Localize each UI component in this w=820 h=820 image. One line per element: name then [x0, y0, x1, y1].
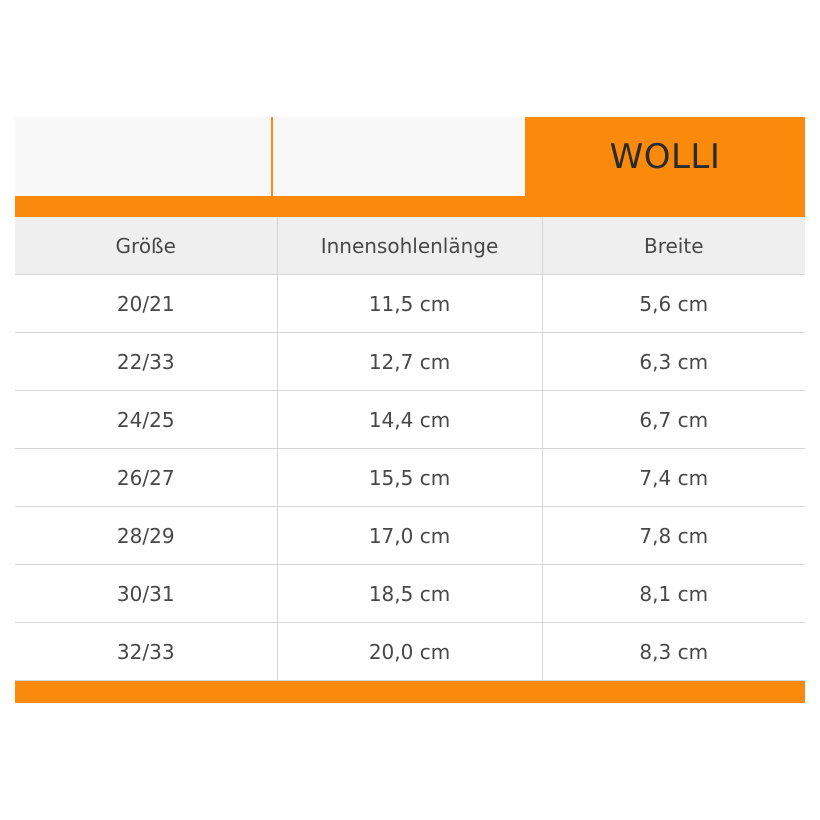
- cell-insole-length: 18,5 cm: [277, 564, 543, 623]
- orange-band-bottom: [15, 681, 805, 703]
- cell-width: 5,6 cm: [542, 274, 805, 333]
- table-row: 26/27 15,5 cm 7,4 cm: [15, 448, 805, 507]
- table-row: 28/29 17,0 cm 7,8 cm: [15, 506, 805, 565]
- cell-width: 6,7 cm: [542, 390, 805, 449]
- cell-size: 32/33: [15, 622, 278, 681]
- top-middle-blank-cell: [273, 117, 525, 196]
- cell-width: 7,8 cm: [542, 506, 805, 565]
- table-row: 24/25 14,4 cm 6,7 cm: [15, 390, 805, 449]
- brand-title: WOLLI: [525, 117, 805, 196]
- header-row: Größe Innensohlenlänge Breite: [15, 217, 805, 275]
- size-table: Größe Innensohlenlänge Breite 20/21 11,5 …: [15, 217, 805, 681]
- header-insole-length: Innensohlenlänge: [277, 217, 543, 275]
- cell-insole-length: 15,5 cm: [277, 448, 543, 507]
- cell-insole-length: 12,7 cm: [277, 332, 543, 391]
- orange-band-top: [15, 196, 805, 217]
- cell-insole-length: 17,0 cm: [277, 506, 543, 565]
- top-divider: [271, 117, 273, 196]
- cell-size: 28/29: [15, 506, 278, 565]
- table-row: 22/33 12,7 cm 6,3 cm: [15, 332, 805, 391]
- cell-size: 26/27: [15, 448, 278, 507]
- cell-size: 30/31: [15, 564, 278, 623]
- top-left-blank-cell: [15, 117, 271, 196]
- cell-width: 6,3 cm: [542, 332, 805, 391]
- cell-width: 7,4 cm: [542, 448, 805, 507]
- cell-insole-length: 11,5 cm: [277, 274, 543, 333]
- header-size: Größe: [15, 217, 278, 275]
- cell-insole-length: 20,0 cm: [277, 622, 543, 681]
- cell-size: 24/25: [15, 390, 278, 449]
- table-row: 30/31 18,5 cm 8,1 cm: [15, 564, 805, 623]
- cell-width: 8,3 cm: [542, 622, 805, 681]
- table-row: 20/21 11,5 cm 5,6 cm: [15, 274, 805, 333]
- table-row: 32/33 20,0 cm 8,3 cm: [15, 622, 805, 681]
- header-width: Breite: [542, 217, 805, 275]
- cell-size: 22/33: [15, 332, 278, 391]
- cell-width: 8,1 cm: [542, 564, 805, 623]
- cell-size: 20/21: [15, 274, 278, 333]
- cell-insole-length: 14,4 cm: [277, 390, 543, 449]
